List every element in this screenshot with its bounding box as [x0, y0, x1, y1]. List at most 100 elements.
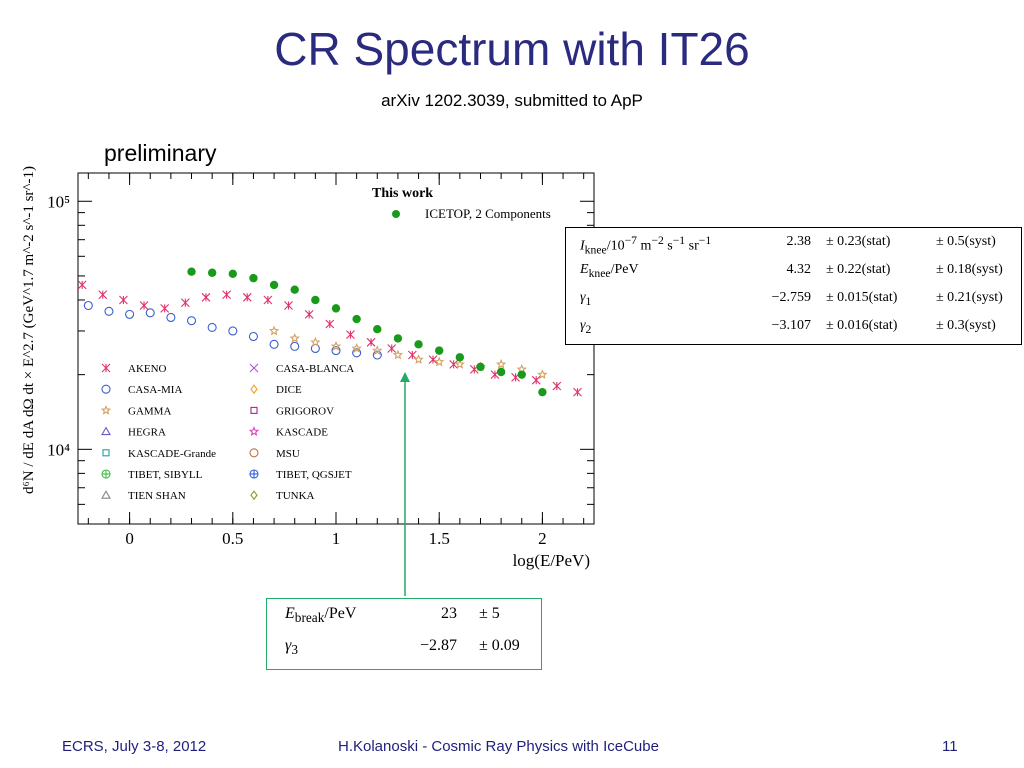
data-point-gamma — [372, 345, 383, 356]
data-point-casa-mia — [269, 339, 279, 349]
knee-stat-error: ± 0.23(stat) — [826, 234, 891, 249]
break-error: ± 5 — [479, 605, 500, 622]
legend-label: TUNKA — [276, 490, 315, 502]
data-point-akeno — [573, 387, 582, 397]
break-table-row: Ebreak/PeV 23 ± 5 — [267, 605, 541, 633]
x-tick-label: 2 — [538, 529, 547, 548]
icetop-point — [538, 387, 547, 397]
icetop-point — [290, 285, 299, 294]
data-point-casa-mia — [145, 308, 155, 318]
data-point-casa-mia — [228, 326, 238, 336]
knee-stat-error: ± 0.22(stat) — [826, 262, 891, 277]
legend-marker — [250, 490, 258, 501]
knee-value: 4.32 — [786, 262, 812, 277]
data-point-gamma — [454, 358, 466, 369]
icetop-point — [228, 269, 237, 279]
legend-marker — [101, 384, 111, 394]
knee-fit-table: Iknee/10−7 m−2 s−1 sr−1 2.38 ± 0.23(stat) ±… — [565, 227, 1022, 345]
knee-value: −2.759 — [771, 290, 811, 305]
legend-marker — [250, 406, 258, 414]
data-point-akeno — [428, 355, 438, 364]
knee-param: Eknee/PeV — [580, 262, 639, 280]
break-arrow-head — [400, 372, 410, 382]
icetop-point — [435, 346, 444, 355]
legend-icetop-marker — [392, 210, 400, 218]
legend-icetop-label: ICETOP, 2 Components — [425, 206, 551, 221]
footer-author: H.Kolanoski - Cosmic Ray Physics with Ic… — [338, 738, 659, 755]
break-value: 23 — [441, 605, 457, 622]
break-fit-table: Ebreak/PeV 23 ± 5 γ3 −2.87 ± 0.09 — [266, 598, 542, 670]
data-point-akeno — [407, 350, 417, 360]
break-error: ± 0.09 — [479, 637, 520, 654]
footer-page-number: 11 — [942, 738, 958, 755]
y-axis-label: d⁶N / dE dA dΩ dt × E^2.7 (GeV^1.7 m^-2 … — [21, 166, 37, 494]
data-point-akeno — [139, 301, 149, 310]
data-point-gamma — [310, 336, 321, 347]
data-point-casa-mia — [207, 322, 217, 332]
data-point-casa-mia — [290, 341, 300, 351]
data-point-akeno — [201, 292, 211, 302]
legend-marker — [249, 469, 259, 479]
data-point-akeno — [346, 330, 355, 340]
x-tick-label: 0.5 — [222, 529, 243, 548]
icetop-point — [187, 267, 196, 276]
icetop-point — [476, 362, 485, 372]
data-point-casa-mia — [83, 300, 93, 311]
break-param: γ3 — [285, 637, 298, 658]
legend-marker — [248, 426, 260, 436]
x-tick-label: 1 — [332, 529, 341, 548]
experiment-legend: AKENO CASA-MIA GAMMA HEGRA KASCADE-Grande TIB… — [100, 363, 354, 502]
knee-table-row: Iknee/10−7 m−2 s−1 sr−1 2.38 ± 0.23(stat) ±… — [566, 234, 1021, 260]
data-point-casa-mia — [331, 346, 341, 356]
legend-header: This work — [372, 186, 433, 201]
icetop-point — [331, 304, 341, 313]
icetop-points-layer — [187, 267, 547, 397]
legend-marker — [249, 448, 259, 458]
break-table-row: γ3 −2.87 ± 0.09 — [267, 637, 541, 665]
data-point-akeno — [119, 295, 128, 305]
legend-label: AKENO — [128, 363, 167, 375]
data-point-gamma — [537, 369, 548, 380]
legend-label: TIEN SHAN — [128, 490, 186, 502]
data-point-gamma — [413, 354, 424, 364]
data-series-layer — [77, 280, 582, 397]
legend-label: CASA-BLANCA — [276, 363, 354, 375]
legend-marker — [101, 490, 111, 499]
icetop-point — [496, 367, 506, 377]
y-tick-label: 10⁴ — [47, 440, 70, 459]
icetop-point — [373, 324, 382, 334]
legend-label: GAMMA — [128, 405, 171, 417]
legend-label: TIBET, SIBYLL — [128, 469, 203, 481]
data-point-gamma — [495, 358, 507, 369]
knee-param: γ2 — [580, 318, 592, 336]
legend-marker — [102, 449, 110, 457]
data-point-casa-mia — [125, 309, 135, 319]
legend-label: MSU — [276, 448, 300, 460]
footer-event: ECRS, July 3-8, 2012 — [62, 738, 207, 755]
slide-subtitle: arXiv 1202.3039, submitted to ApP — [381, 91, 643, 110]
break-value: −2.87 — [419, 637, 457, 654]
legend-label: CASA-MIA — [128, 384, 182, 396]
data-point-akeno — [449, 359, 459, 369]
legend-marker — [100, 404, 112, 415]
data-point-akeno — [98, 290, 108, 300]
knee-table-row: γ2 −3.107 ± 0.016(stat) ± 0.3(syst) — [566, 318, 1021, 344]
data-point-akeno — [284, 301, 293, 310]
data-point-akeno — [222, 290, 231, 300]
knee-value: −3.107 — [771, 318, 811, 333]
icetop-point — [393, 334, 403, 343]
data-point-casa-mia — [248, 331, 258, 342]
data-point-gamma — [392, 349, 404, 360]
icetop-point — [455, 353, 465, 362]
data-point-akeno — [552, 381, 562, 391]
data-point-akeno — [242, 292, 252, 302]
knee-syst-error: ± 0.5(syst) — [936, 234, 996, 249]
data-point-akeno — [263, 295, 273, 305]
knee-stat-error: ± 0.016(stat) — [826, 318, 898, 333]
knee-table-row: Eknee/PeV 4.32 ± 0.22(stat) ± 0.18(syst) — [566, 262, 1021, 288]
preliminary-label: preliminary — [104, 140, 217, 166]
icetop-point — [207, 268, 217, 277]
legend-marker — [101, 469, 111, 479]
x-tick-label: 1.5 — [429, 529, 450, 548]
